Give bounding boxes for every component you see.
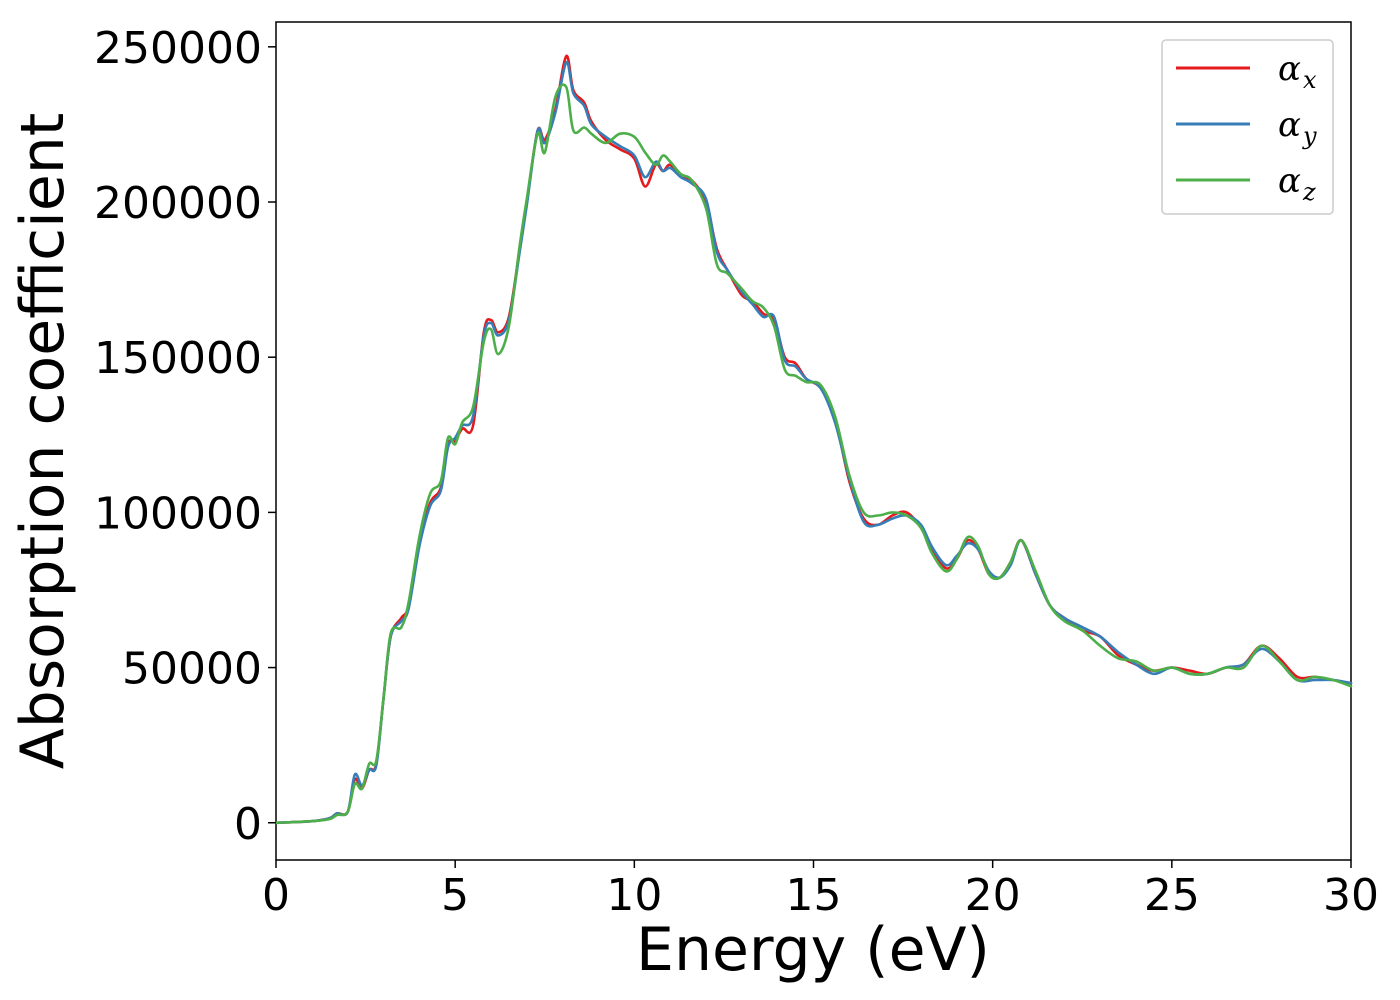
x-tick-label: 15	[786, 870, 842, 921]
ticks-layer: 0 5 10 15 20 25 30 0 50000 100000 150000 200000 2500…	[94, 23, 1379, 921]
y-tick-label: 0	[234, 799, 262, 850]
x-axis-label: Energy (eV)	[636, 915, 990, 985]
y-tick-label: 100000	[94, 488, 262, 539]
x-tick-label: 25	[1144, 870, 1200, 921]
x-tick-label: 5	[441, 870, 469, 921]
series-layer	[274, 54, 1353, 825]
x-tick-label: 30	[1323, 870, 1379, 921]
x-tick-label: 20	[965, 870, 1021, 921]
legend-label-x: αx	[1278, 49, 1317, 94]
x-tick-label: 10	[606, 870, 662, 921]
series-line-y	[274, 60, 1353, 825]
y-tick-label: 250000	[94, 23, 262, 74]
y-axis-label: Absorption coefficient	[8, 113, 78, 770]
y-tick-label: 50000	[122, 644, 262, 695]
x-tick-label: 0	[262, 870, 290, 921]
y-tick-label: 200000	[94, 178, 262, 229]
legend-frame	[1161, 39, 1334, 215]
y-tick-label: 150000	[94, 333, 262, 384]
series-line-z	[274, 83, 1353, 825]
